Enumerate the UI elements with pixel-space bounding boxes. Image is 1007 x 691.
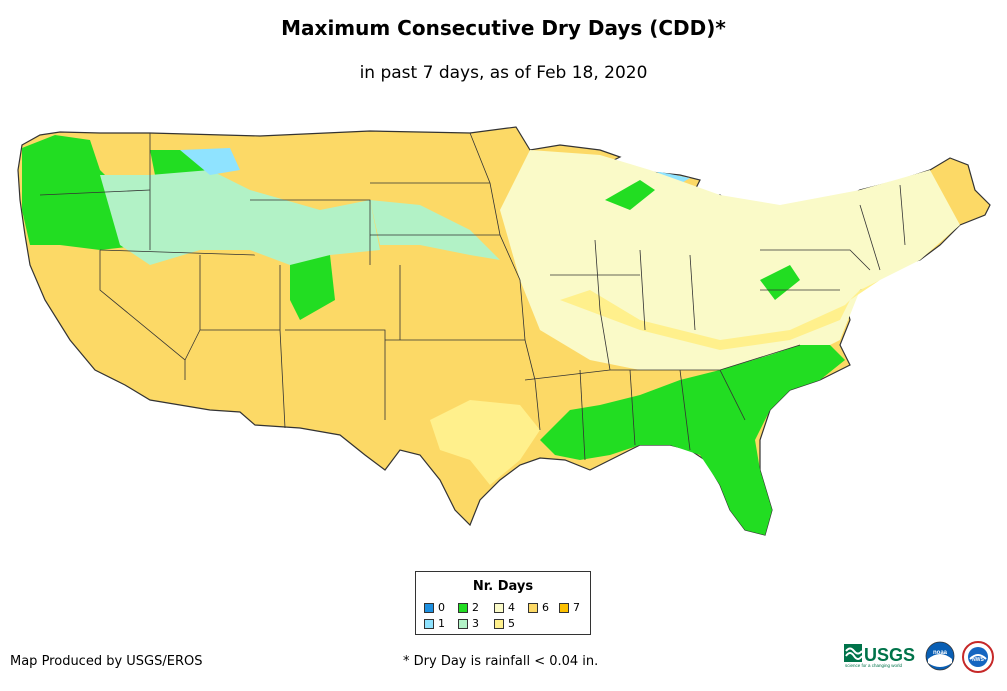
legend-item-7: 7 — [559, 602, 580, 614]
legend-item-5: 5 — [494, 618, 515, 630]
zone-5-band — [560, 280, 880, 350]
zone-2-appalachian — [760, 265, 800, 300]
legend-item-4: 4 — [494, 602, 515, 614]
zone-5-texas — [430, 400, 540, 485]
footnote-text: * Dry Day is rainfall < 0.04 in. — [403, 654, 599, 669]
zone-2-southeast — [540, 345, 845, 535]
svg-text:science for a changing world: science for a changing world — [845, 663, 903, 668]
noaa-logo: noaa — [925, 641, 955, 671]
legend-item-1: 1 — [424, 618, 445, 630]
legend-item-3: 3 — [458, 618, 479, 630]
legend-item-2: 2 — [458, 602, 479, 614]
state-boundaries — [39, 132, 906, 461]
legend-swatch — [559, 603, 569, 613]
credit-text: Map Produced by USGS/EROS — [10, 654, 203, 669]
zone-1-wyoming — [180, 148, 240, 175]
legend-item-6: 6 — [528, 602, 549, 614]
legend-item-0: 0 — [424, 602, 445, 614]
zone-3-mountain — [100, 170, 380, 265]
svg-text:NWS: NWS — [972, 657, 984, 663]
zone-3-plains — [370, 200, 500, 260]
legend-swatch — [494, 619, 504, 629]
legend: Nr. Days 0 1 2 3 4 5 6 7 — [415, 571, 591, 635]
legend-swatch — [458, 603, 468, 613]
usgs-logo: USGS science for a changing world — [844, 644, 915, 668]
legend-swatch — [528, 603, 538, 613]
svg-text:USGS: USGS — [864, 645, 915, 665]
svg-text:noaa: noaa — [933, 650, 948, 656]
map-title: Maximum Consecutive Dry Days (CDD)* — [281, 16, 726, 40]
zone-4-midwest — [500, 150, 960, 370]
map-subtitle: in past 7 days, as of Feb 18, 2020 — [359, 63, 648, 83]
legend-swatch — [424, 619, 434, 629]
legend-swatch — [424, 603, 434, 613]
zone-2-colorado — [290, 255, 335, 320]
legend-swatch — [458, 619, 468, 629]
legend-swatch — [494, 603, 504, 613]
nws-logo: NWS — [962, 641, 994, 673]
zone-2-ne-lakes — [605, 180, 655, 210]
legend-title: Nr. Days — [472, 579, 534, 594]
